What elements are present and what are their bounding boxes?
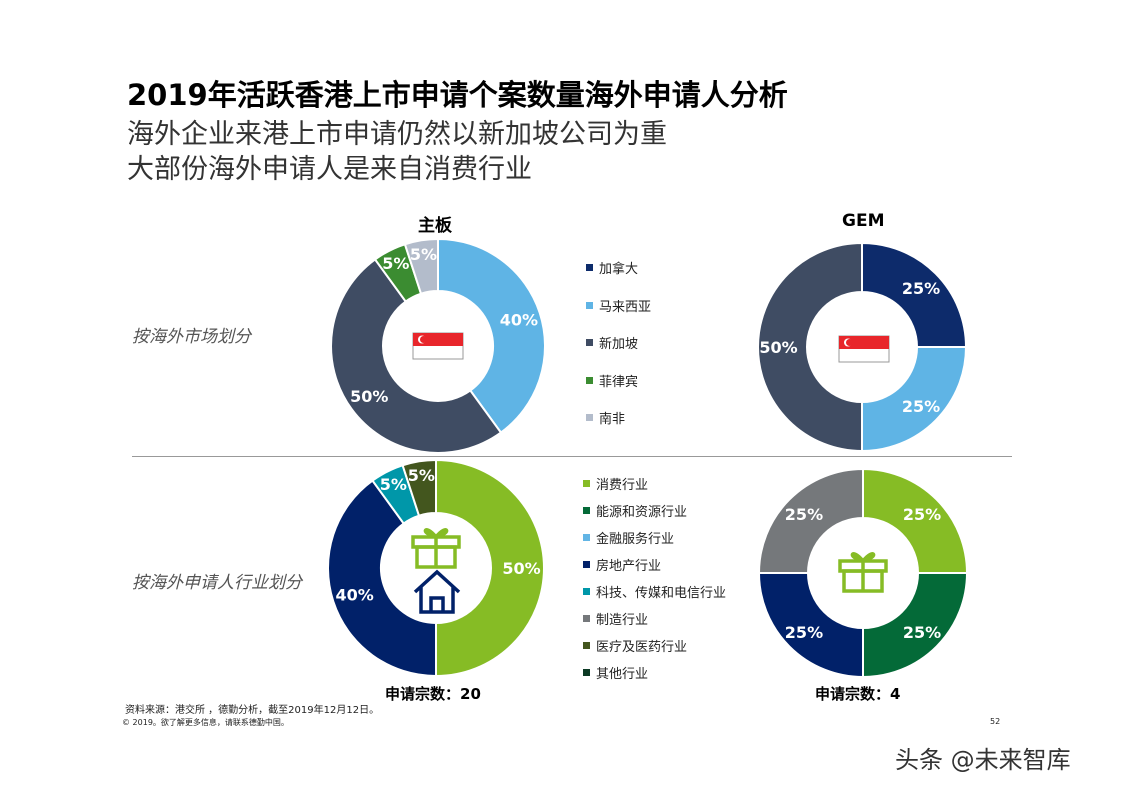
slice-label: 50% — [350, 387, 388, 406]
donut-slice — [327, 479, 437, 678]
chart-title-gem: GEM — [842, 211, 885, 231]
legend-item: 金融服务行业 — [583, 524, 726, 551]
slice-label: 25% — [903, 505, 941, 524]
legend-item: 其他行业 — [583, 659, 726, 686]
singapore-flag-icon — [412, 332, 464, 360]
count-main-board: 申请宗数：20 — [385, 685, 481, 703]
legend-item: 制造行业 — [583, 605, 726, 632]
donut-slice — [403, 237, 439, 295]
slice-label: 40% — [500, 311, 538, 330]
slice-label: 5% — [408, 466, 435, 485]
slice-label: 50% — [759, 338, 797, 357]
donut-slice — [757, 467, 864, 574]
gift-icon — [411, 528, 461, 569]
slice-label: 5% — [410, 245, 437, 264]
legend-market: 加拿大马来西亚新加坡菲律宾南非 — [586, 249, 651, 437]
slice-label: 5% — [382, 254, 409, 273]
donut-slice — [330, 258, 503, 454]
donut-slice — [862, 467, 969, 574]
legend-swatch — [583, 642, 590, 649]
subtitle-1: 海外企业来港上市申请仍然以新加坡公司为重 — [127, 119, 667, 150]
legend-label: 加拿大 — [599, 262, 639, 278]
row-label-market: 按海外市场划分 — [132, 327, 251, 347]
legend-label: 马来西亚 — [599, 299, 652, 315]
legend-industry: 消费行业能源和资源行业 金融服务行业 房地产行业科技、传媒和电信行业 制造行业医疗及医… — [583, 470, 726, 686]
legend-label: 金融服务行业 — [596, 532, 675, 547]
copyright: © 2019。欲了解更多信息，请联系德勤中国。 — [122, 718, 289, 727]
legend-label: 科技、传媒和电信行业 — [596, 586, 727, 601]
legend-label: 能源和资源行业 — [596, 505, 688, 520]
chart-title-main-board: 主板 — [418, 216, 452, 236]
slice-label: 25% — [902, 397, 940, 416]
legend-swatch — [586, 376, 593, 384]
donut-slice — [435, 458, 545, 678]
legend-label: 其他行业 — [596, 667, 649, 682]
legend-label: 房地产行业 — [596, 559, 662, 574]
house-icon — [413, 569, 461, 614]
legend-item: 新加坡 — [586, 324, 651, 362]
watermark: 头条 @未来智库 — [895, 746, 1071, 774]
legend-item: 医疗及医药行业 — [583, 632, 726, 659]
slice-label: 25% — [902, 279, 940, 298]
legend-item: 科技、传媒和电信行业 — [583, 578, 726, 605]
legend-swatch — [586, 339, 593, 347]
legend-label: 消费行业 — [596, 478, 649, 493]
donut-slice — [861, 346, 968, 453]
gift-icon — [838, 552, 888, 593]
subtitle-2: 大部份海外申请人是来自消费行业 — [127, 154, 532, 185]
legend-label: 制造行业 — [596, 613, 649, 628]
donut-slice — [861, 241, 968, 348]
legend-swatch — [583, 561, 590, 568]
legend-label: 菲律宾 — [599, 374, 639, 390]
legend-item: 房地产行业 — [583, 551, 726, 578]
donut-slice — [862, 572, 969, 679]
slice-label: 5% — [380, 475, 407, 494]
legend-swatch — [586, 264, 593, 272]
slice-label: 40% — [336, 585, 374, 604]
donut-slice — [757, 241, 863, 453]
slice-label: 25% — [785, 623, 823, 642]
divider — [132, 456, 1012, 457]
legend-swatch — [583, 507, 590, 514]
legend-label: 新加坡 — [599, 337, 639, 353]
legend-swatch — [586, 301, 593, 309]
slice-label: 25% — [903, 623, 941, 642]
legend-item: 菲律宾 — [586, 362, 651, 400]
page-number: 52 — [990, 717, 1001, 726]
slice-label: 50% — [502, 559, 540, 578]
legend-label: 医疗及医药行业 — [596, 640, 688, 655]
legend-item: 消费行业 — [583, 470, 726, 497]
legend-item: 马来西亚 — [586, 287, 651, 325]
singapore-flag-icon — [838, 335, 890, 363]
legend-swatch — [583, 615, 590, 622]
count-gem: 申请宗数：4 — [815, 685, 901, 703]
legend-swatch — [583, 480, 590, 487]
slice-label: 25% — [785, 505, 823, 524]
legend-label: 南非 — [599, 412, 626, 428]
donut-slice — [437, 237, 546, 434]
row-label-industry: 按海外申请人行业划分 — [132, 573, 302, 593]
legend-swatch — [583, 588, 590, 595]
legend-item: 南非 — [586, 399, 651, 437]
legend-item: 能源和资源行业 — [583, 497, 726, 524]
donut-slice — [757, 572, 864, 679]
legend-item: 加拿大 — [586, 249, 651, 287]
donut-slice — [401, 458, 437, 517]
source-note: 资料来源：港交所 ，德勤分析，截至2019年12月12日。 — [125, 705, 380, 716]
legend-swatch — [583, 669, 590, 676]
legend-swatch — [583, 534, 590, 541]
slide-title: 2019年活跃香港上市申请个案数量海外申请人分析 — [127, 78, 788, 112]
legend-swatch — [586, 414, 593, 422]
